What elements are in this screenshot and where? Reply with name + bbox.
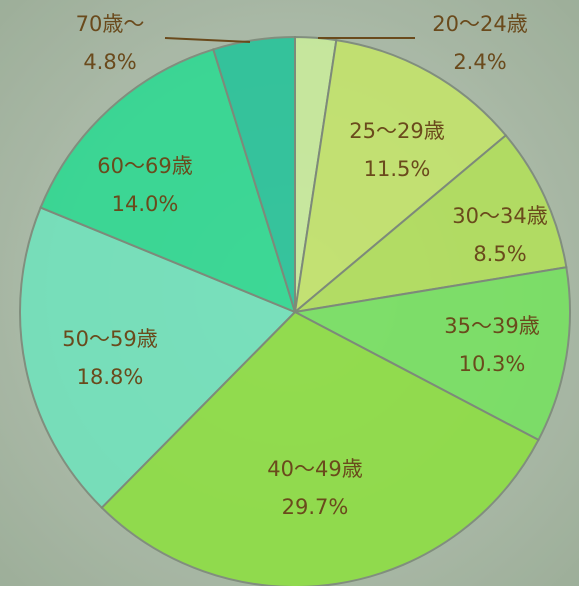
slice-value-label: 10.3%	[459, 352, 526, 376]
slice-value-label: 14.0%	[112, 192, 179, 216]
slice-value-label: 18.8%	[77, 365, 144, 389]
slice-label: 30〜34歳	[452, 204, 547, 228]
slice-label: 25〜29歳	[349, 119, 444, 143]
slice-value-label: 29.7%	[282, 495, 349, 519]
slice-label: 20〜24歳	[432, 12, 527, 36]
slice-label: 60〜69歳	[97, 154, 192, 178]
slice-label: 50〜59歳	[62, 327, 157, 351]
slice-value-label: 11.5%	[364, 157, 431, 181]
chart: 20〜24歳 2.4% 25〜29歳 11.5% 30〜34歳 8.5% 35〜39歳 10.…	[0, 0, 579, 586]
slice-label: 70歳〜	[76, 12, 145, 36]
page: 20〜24歳 2.4% 25〜29歳 11.5% 30〜34歳 8.5% 35〜39歳 10.…	[0, 0, 579, 590]
slice-label: 35〜39歳	[444, 314, 539, 338]
slice-value-label: 4.8%	[83, 50, 136, 74]
slice-label: 40〜49歳	[267, 457, 362, 481]
slice-value-label: 2.4%	[453, 50, 506, 74]
slice-value-label: 8.5%	[473, 242, 526, 266]
